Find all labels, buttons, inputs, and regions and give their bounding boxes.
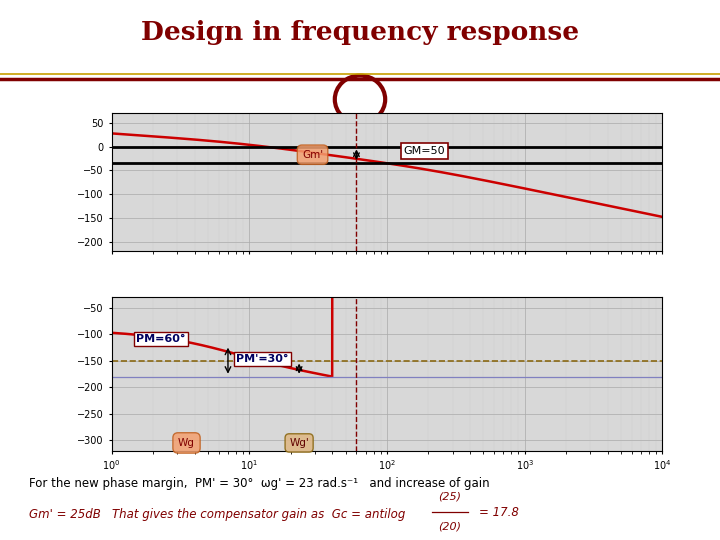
Text: Gm': Gm' (302, 150, 323, 160)
Text: PM=60°: PM=60° (136, 334, 185, 344)
Text: Gm' = 25dB   That gives the compensator gain as  Gc = antilog: Gm' = 25dB That gives the compensator ga… (29, 508, 405, 521)
Text: = 17.8: = 17.8 (479, 506, 518, 519)
Text: GM=50: GM=50 (404, 146, 445, 156)
Text: For the new phase margin,  PM' = 30°  ωg' = 23 rad.s⁻¹   and increase of gain: For the new phase margin, PM' = 30° ωg' … (29, 477, 490, 490)
Text: PM'=30°: PM'=30° (236, 354, 289, 364)
Text: Wg': Wg' (289, 438, 309, 448)
Text: Wg: Wg (178, 438, 195, 448)
Text: Design in frequency response: Design in frequency response (141, 21, 579, 45)
Text: (25): (25) (438, 491, 462, 501)
Text: (20): (20) (438, 522, 462, 532)
